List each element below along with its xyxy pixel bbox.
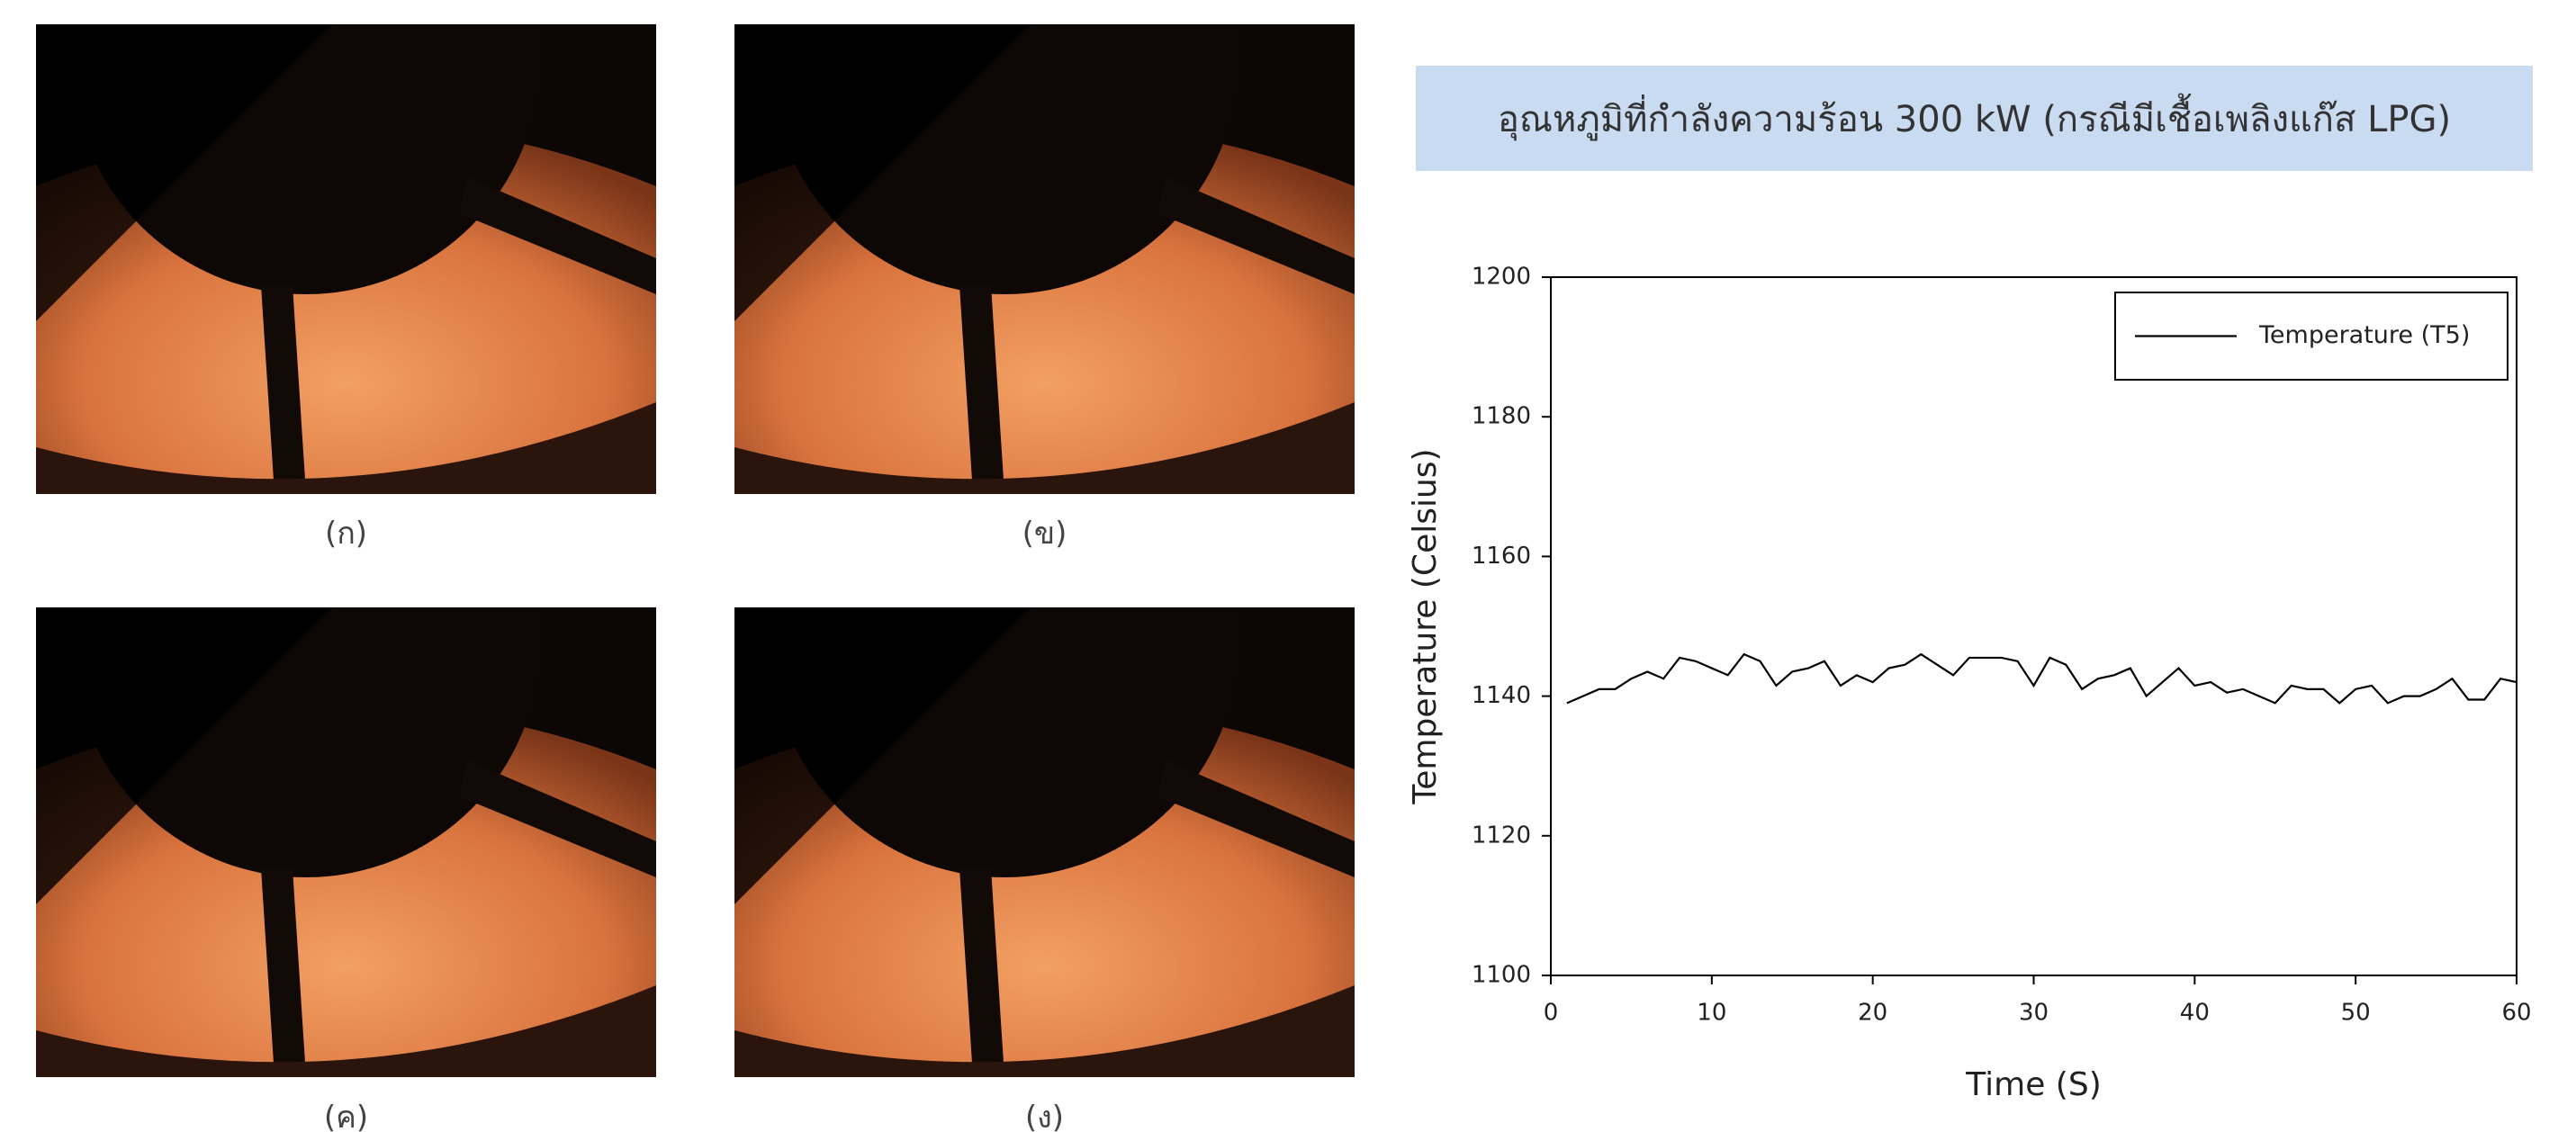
y-tick-label: 1100 xyxy=(1472,962,1531,989)
x-tick-label: 40 xyxy=(2180,1000,2210,1027)
chart-title: อุณหภูมิที่กำลังความร้อน 300 kW (กรณีมีเ… xyxy=(1416,66,2533,171)
x-tick-label: 20 xyxy=(1858,1000,1887,1027)
y-axis-label: Temperature (Celsius) xyxy=(1407,448,1444,804)
photo-caption: (ค) xyxy=(36,1092,656,1132)
y-tick-label: 1180 xyxy=(1472,403,1531,430)
chart: 1100 1120 1140 1160 1180 1200 0 10 20 30 40 50 60 Tim… xyxy=(1386,243,2556,1116)
y-tick-label: 1160 xyxy=(1472,543,1531,570)
photo xyxy=(734,24,1355,494)
plot-frame xyxy=(1551,277,2517,975)
x-tick-label: 50 xyxy=(2341,1000,2371,1027)
photo-caption: (ง) xyxy=(734,1092,1355,1132)
x-tick-label: 30 xyxy=(2019,1000,2049,1027)
x-tick-label: 0 xyxy=(1544,1000,1559,1027)
photo xyxy=(36,607,656,1077)
legend-label: Temperature (T5) xyxy=(2258,321,2470,349)
y-tick-label: 1140 xyxy=(1472,682,1531,709)
photo-caption: (ข) xyxy=(734,508,1355,557)
photo xyxy=(734,607,1355,1077)
photo-caption: (ก) xyxy=(36,508,656,557)
x-axis-label: Time (S) xyxy=(1965,1066,2102,1103)
slide: (ก) (ข) (ค) (ง) อุณหภูมิที่กำลังความร้อน… xyxy=(0,0,2576,1132)
x-tick-label: 10 xyxy=(1697,1000,1726,1027)
x-tick-label: 60 xyxy=(2501,1000,2531,1027)
y-tick-label: 1120 xyxy=(1472,822,1531,849)
photo xyxy=(36,24,656,494)
y-tick-label: 1200 xyxy=(1472,264,1531,291)
series-line xyxy=(1567,654,2517,703)
